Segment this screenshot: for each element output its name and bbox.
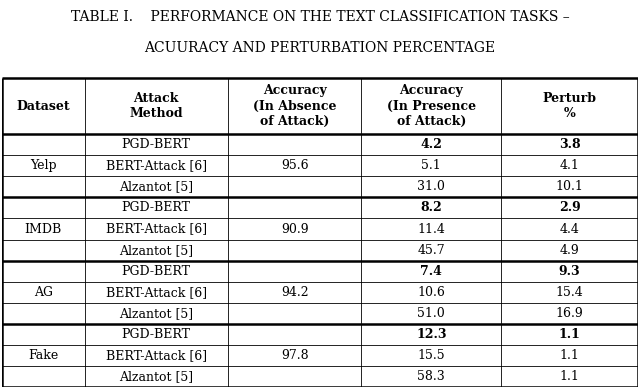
Text: Perturb
%: Perturb % (543, 92, 596, 120)
Text: 31.0: 31.0 (417, 180, 445, 193)
Text: 9.3: 9.3 (559, 265, 580, 278)
Text: 4.1: 4.1 (559, 159, 579, 172)
Text: 95.6: 95.6 (281, 159, 308, 172)
Text: 10.1: 10.1 (556, 180, 584, 193)
Text: PGD-BERT: PGD-BERT (122, 138, 191, 151)
Text: TABLE I.    PERFORMANCE ON THE TEXT CLASSIFICATION TASKS –: TABLE I. PERFORMANCE ON THE TEXT CLASSIF… (70, 10, 570, 24)
Text: BERT-Attack [6]: BERT-Attack [6] (106, 159, 207, 172)
Text: 2.9: 2.9 (559, 201, 580, 215)
Text: BERT-Attack [6]: BERT-Attack [6] (106, 349, 207, 362)
Text: Yelp: Yelp (30, 159, 57, 172)
Text: 3.8: 3.8 (559, 138, 580, 151)
Text: Fake: Fake (28, 349, 58, 362)
Text: 90.9: 90.9 (281, 223, 308, 236)
Text: Alzantot [5]: Alzantot [5] (119, 244, 193, 256)
Text: 8.2: 8.2 (420, 201, 442, 215)
Text: 58.3: 58.3 (417, 370, 445, 383)
Text: 12.3: 12.3 (416, 328, 447, 341)
Text: Dataset: Dataset (17, 100, 70, 113)
Text: 51.0: 51.0 (417, 307, 445, 320)
Text: PGD-BERT: PGD-BERT (122, 328, 191, 341)
Text: 4.4: 4.4 (559, 223, 579, 236)
Text: AG: AG (34, 286, 53, 299)
Text: 1.1: 1.1 (559, 370, 579, 383)
Text: Accuracy
(In Presence
of Attack): Accuracy (In Presence of Attack) (387, 84, 476, 128)
Text: Alzantot [5]: Alzantot [5] (119, 180, 193, 193)
Text: 7.4: 7.4 (420, 265, 442, 278)
Text: 15.4: 15.4 (556, 286, 584, 299)
Text: Alzantot [5]: Alzantot [5] (119, 307, 193, 320)
Text: BERT-Attack [6]: BERT-Attack [6] (106, 286, 207, 299)
Text: 1.1: 1.1 (559, 328, 580, 341)
Text: Alzantot [5]: Alzantot [5] (119, 370, 193, 383)
Text: Accuracy
(In Absence
of Attack): Accuracy (In Absence of Attack) (253, 84, 336, 128)
Text: IMDB: IMDB (25, 223, 62, 236)
Text: 15.5: 15.5 (417, 349, 445, 362)
Text: PGD-BERT: PGD-BERT (122, 265, 191, 278)
Text: BERT-Attack [6]: BERT-Attack [6] (106, 223, 207, 236)
Text: PGD-BERT: PGD-BERT (122, 201, 191, 215)
Text: 5.1: 5.1 (421, 159, 441, 172)
Text: Attack
Method: Attack Method (129, 92, 183, 120)
Text: ACUURACY AND PERTURBATION PERCENTAGE: ACUURACY AND PERTURBATION PERCENTAGE (145, 41, 495, 55)
Text: 94.2: 94.2 (281, 286, 308, 299)
Text: 4.2: 4.2 (420, 138, 442, 151)
Text: 11.4: 11.4 (417, 223, 445, 236)
Text: 4.9: 4.9 (560, 244, 579, 256)
Text: 45.7: 45.7 (417, 244, 445, 256)
Text: 1.1: 1.1 (559, 349, 579, 362)
Text: 16.9: 16.9 (556, 307, 584, 320)
Text: 10.6: 10.6 (417, 286, 445, 299)
Text: 97.8: 97.8 (281, 349, 308, 362)
